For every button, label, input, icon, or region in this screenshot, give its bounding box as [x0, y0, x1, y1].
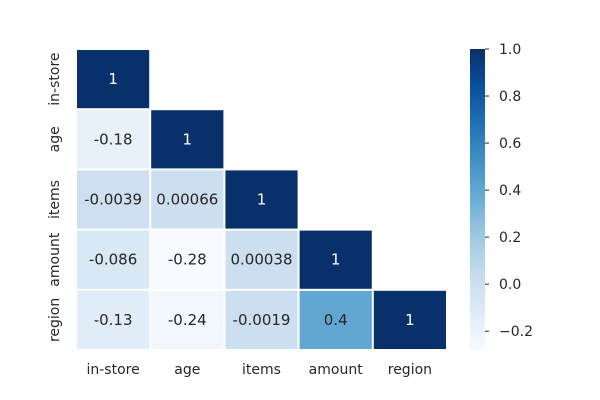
x-tick-label-region: region [388, 362, 432, 378]
heatmap-cell-items-items [225, 170, 298, 229]
colorbar-tick-label: −0.2 [499, 324, 533, 340]
colorbar-tick-label: 0.6 [499, 136, 521, 152]
colorbar: 1.0 0.8 0.6 0.4 0.2 0.0 −0.2 [470, 42, 533, 350]
x-tick-label-age: age [174, 362, 200, 378]
heatmap-cell-amount-in-store [77, 230, 150, 289]
heatmap-cell-label: 1 [405, 311, 415, 329]
heatmap-cell-label: 1 [257, 191, 267, 209]
heatmap-cell-label: 0.4 [324, 311, 348, 329]
heatmap-cell-label: -0.24 [168, 311, 207, 329]
heatmap-cell-region-region [373, 290, 446, 349]
colorbar-tick-label: 0.8 [499, 89, 521, 105]
y-tick-label-region: region [47, 298, 63, 342]
heatmap-cell-label: -0.28 [168, 251, 207, 269]
heatmap-cell-region-in-store [77, 290, 150, 349]
heatmap-cell-amount-amount [299, 230, 372, 289]
y-axis-tick-labels: in-store age items amount region [47, 52, 63, 342]
heatmap-cell-age-in-store [77, 110, 150, 169]
heatmap-cell-region-age [151, 290, 224, 349]
heatmap-cell-label: 1 [108, 70, 118, 88]
heatmap-cell-items-in-store [77, 170, 150, 229]
heatmap-cell-amount-age [151, 230, 224, 289]
heatmap-cell-region-amount [299, 290, 372, 349]
heatmap-cell-label: -0.086 [89, 251, 137, 269]
x-axis-tick-labels: in-store age items amount region [86, 362, 432, 378]
colorbar-ticks: 1.0 0.8 0.6 0.4 0.2 0.0 −0.2 [485, 42, 533, 340]
y-tick-label-age: age [47, 126, 63, 152]
heatmap-cell-label: 1 [183, 130, 193, 148]
x-tick-label-amount: amount [309, 362, 364, 378]
heatmap-cell-label: -0.13 [94, 311, 133, 329]
heatmap-cells: 1 -0.18 1 -0.0039 0.00066 1 -0.086 -0.28 0.00038… [77, 50, 446, 349]
heatmap-cell-label: 0.00066 [156, 191, 218, 209]
colorbar-tick-label: 0.2 [499, 230, 521, 246]
y-tick-label-amount: amount [47, 232, 63, 287]
colorbar-tick-label: 0.4 [499, 183, 521, 199]
colorbar-gradient [470, 49, 485, 350]
x-tick-label-in-store: in-store [86, 362, 139, 378]
heatmap-cell-label: -0.0019 [233, 311, 291, 329]
heatmap-cell-label: -0.0039 [84, 191, 142, 209]
colorbar-tick-label: 0.0 [499, 277, 521, 293]
heatmap-cell-in-store-in-store [77, 50, 150, 109]
x-tick-label-items: items [242, 362, 281, 378]
y-tick-label-items: items [47, 180, 63, 219]
heatmap-cell-age-age [151, 110, 224, 169]
heatmap-cell-label: -0.18 [94, 130, 133, 148]
heatmap-cell-label: 1 [331, 251, 341, 269]
colorbar-tick-label: 1.0 [499, 42, 521, 58]
heatmap-cell-label: 0.00038 [230, 251, 292, 269]
heatmap-cell-amount-items [225, 230, 298, 289]
heatmap-cell-region-items [225, 290, 298, 349]
y-tick-label-in-store: in-store [47, 52, 63, 105]
heatmap-cell-items-age [151, 170, 224, 229]
